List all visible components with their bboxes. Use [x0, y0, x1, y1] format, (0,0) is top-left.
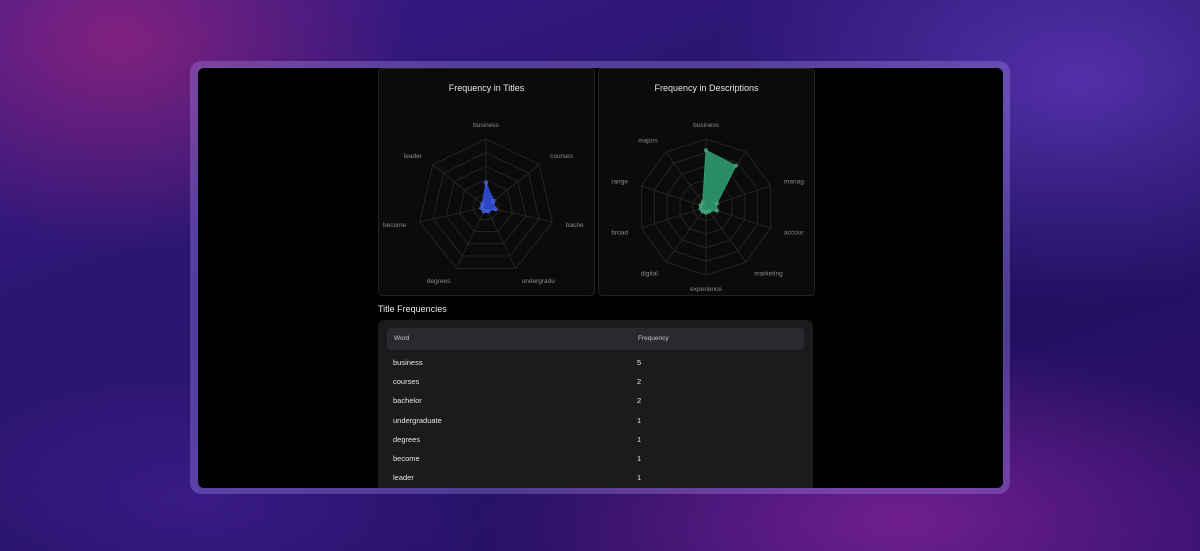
- cell-word: become: [393, 454, 420, 463]
- data-point[interactable]: [698, 203, 703, 208]
- axis-label: manag: [784, 179, 804, 186]
- cell-frequency: 5: [637, 358, 642, 367]
- chart-panel-titles: Frequency in Titles business courses bache…: [378, 68, 595, 296]
- table-row: undergraduate 1: [378, 412, 813, 431]
- section-title: Title Frequencies: [378, 304, 447, 314]
- axis-label: marketing: [754, 270, 783, 277]
- data-point[interactable]: [714, 201, 719, 206]
- cell-word: courses: [393, 377, 420, 387]
- cell-frequency: 1: [637, 454, 642, 463]
- cell-word: degrees: [393, 434, 421, 444]
- axis-label: bache: [566, 222, 584, 229]
- chart-title-titles: Frequency in Titles: [448, 83, 525, 93]
- data-point[interactable]: [491, 198, 496, 203]
- data-point[interactable]: [483, 180, 489, 185]
- data-point[interactable]: [733, 163, 739, 168]
- chart-title-descriptions: Frequency in Descriptions: [654, 83, 759, 93]
- grid-spoke: [665, 206, 707, 263]
- data-point[interactable]: [480, 201, 485, 207]
- data-point[interactable]: [707, 209, 712, 214]
- data-point[interactable]: [700, 209, 705, 214]
- app-window: Frequency in Titles business courses bache…: [198, 68, 1003, 488]
- grid-spoke: [665, 151, 707, 208]
- axis-label: broad: [611, 229, 628, 236]
- cell-word: undergraduate: [393, 415, 442, 425]
- grid-spoke: [419, 206, 487, 223]
- axis-label: majors: [638, 138, 658, 145]
- cell-word: bachelor: [393, 396, 422, 406]
- grid-spoke: [432, 164, 487, 208]
- cell-frequency: 1: [637, 473, 642, 483]
- cell-word: leader: [393, 473, 414, 483]
- cell-frequency: 2: [637, 377, 642, 387]
- axis-label: business: [473, 122, 499, 129]
- data-point[interactable]: [700, 200, 705, 205]
- table-row: leader 1: [378, 469, 813, 488]
- cell-frequency: 1: [637, 434, 642, 444]
- column-header-word: Word: [394, 335, 410, 342]
- grid-ring: [459, 179, 513, 232]
- data-point[interactable]: [703, 148, 709, 153]
- radar-chart-titles: business courses bache undergradu degrees bec…: [383, 122, 584, 285]
- grid-spoke: [456, 206, 487, 269]
- axis-label: digital: [641, 270, 659, 277]
- frequency-table: Word Frequency business 5 courses 2 bachelor…: [378, 320, 813, 488]
- axis-label: undergradu: [522, 278, 556, 285]
- grid-ring: [432, 152, 540, 257]
- axis-label: leader: [404, 153, 423, 160]
- grid-spoke: [641, 206, 707, 229]
- column-header-frequency: Frequency: [638, 335, 669, 342]
- grid-spoke: [705, 206, 747, 263]
- table-row: business 5: [378, 354, 813, 373]
- axis-label: courses: [550, 153, 574, 160]
- cell-frequency: 2: [637, 396, 642, 406]
- data-point[interactable]: [698, 206, 703, 211]
- grid-spoke: [485, 206, 516, 269]
- grid-ring: [419, 138, 553, 269]
- data-point[interactable]: [486, 209, 491, 214]
- axis-label: range: [611, 179, 628, 186]
- table-row: courses 2: [378, 373, 813, 392]
- axis-label: degrees: [427, 278, 451, 285]
- grid-ring: [472, 192, 500, 220]
- chart-panel-descriptions: Frequency in Descriptions business manag a…: [598, 68, 815, 296]
- data-point[interactable]: [493, 207, 498, 212]
- axis-label: accour: [784, 229, 804, 236]
- table-row: degrees 1: [378, 431, 813, 450]
- grid-ring: [445, 165, 527, 245]
- axis-label: experience: [690, 286, 722, 293]
- data-point[interactable]: [479, 206, 484, 211]
- table-row: become 1: [378, 450, 813, 469]
- data-point[interactable]: [481, 209, 486, 214]
- table-header: Word Frequency: [387, 328, 804, 350]
- axis-label: become: [383, 222, 407, 229]
- cell-frequency: 1: [637, 415, 642, 425]
- axis-label: business: [693, 122, 719, 129]
- radar-chart-descriptions: business manag accour marketing experience di…: [611, 122, 804, 293]
- cell-word: business: [393, 358, 423, 367]
- table-row: bachelor 2: [378, 392, 813, 411]
- grid-spoke: [641, 185, 707, 208]
- data-point[interactable]: [714, 208, 719, 213]
- data-point[interactable]: [703, 210, 709, 215]
